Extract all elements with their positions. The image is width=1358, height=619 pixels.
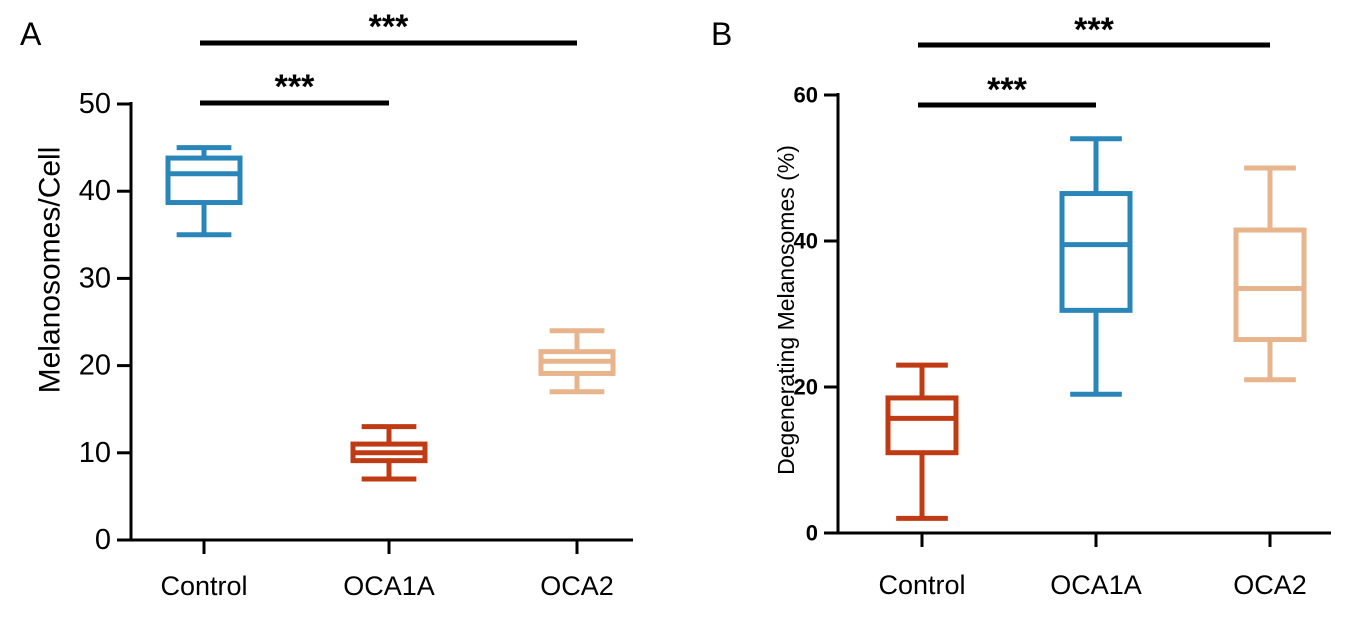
panel-label: A: [20, 16, 42, 52]
y-tick-label: 0: [806, 521, 818, 546]
y-tick-label: 20: [794, 375, 818, 400]
box-oca2: [1233, 165, 1307, 383]
y-axis-label: Melanosomes/Cell: [34, 147, 67, 394]
y-tick-label: 0: [95, 524, 111, 556]
x-tick-label: Control: [878, 570, 965, 600]
panel-label: B: [711, 16, 732, 52]
box-oca1a: [350, 424, 428, 482]
x-tick-label: OCA1A: [1050, 570, 1142, 600]
x-tick-label: OCA1A: [343, 571, 435, 601]
panel-a: A 0 10 20 30 40 50 Melanosomes/Cell Control OCA1A…: [20, 8, 633, 601]
y-tick-label: 30: [79, 262, 111, 294]
y-tick-label: 10: [79, 437, 111, 469]
y-tick-label: 20: [79, 350, 111, 382]
box-iqr: [885, 395, 959, 456]
significance-label: ***: [1074, 11, 1114, 49]
significance-label: ***: [369, 8, 409, 46]
x-tick-label: OCA2: [1233, 570, 1307, 600]
y-tick-label: 60: [794, 83, 818, 108]
y-tick-label: 50: [79, 88, 111, 120]
box-oca1a: [1059, 136, 1133, 397]
box-control: [165, 145, 243, 238]
box-oca2: [538, 328, 616, 395]
box-control: [885, 362, 959, 521]
y-tick-label: 40: [794, 229, 818, 254]
panel-b: B 0 20 40 60 Degenerating Melanosomes (%) Cont…: [711, 11, 1331, 600]
y-axis-label: Degenerating Melanosomes (%): [773, 145, 799, 475]
x-tick-label: OCA2: [540, 571, 614, 601]
box-iqr: [1233, 227, 1307, 343]
x-tick-label: Control: [160, 571, 247, 601]
significance-label: ***: [987, 71, 1027, 109]
y-tick-label: 40: [79, 175, 111, 207]
box-iqr: [165, 155, 243, 206]
significance-label: ***: [275, 68, 315, 106]
box-iqr: [1059, 191, 1133, 313]
